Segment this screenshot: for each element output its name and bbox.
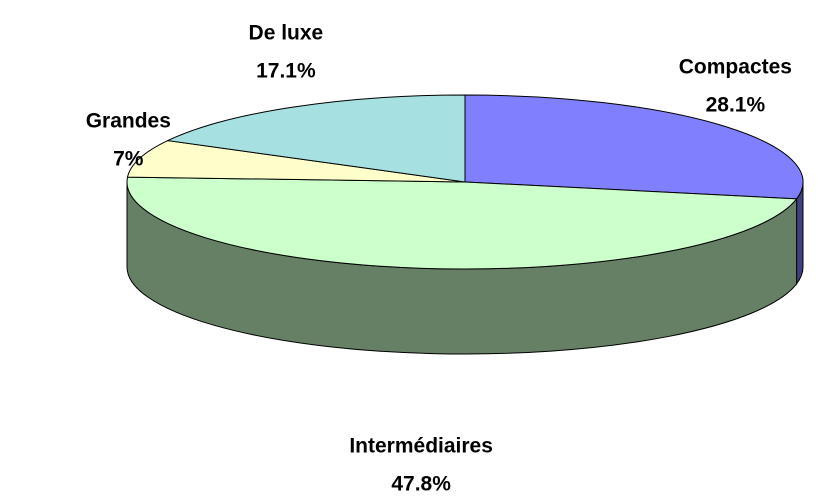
slice bbox=[166, 94, 466, 183]
slice-label: Grandes bbox=[86, 110, 171, 133]
slice-value-label: 17.1% bbox=[256, 60, 316, 83]
slice-value-label: 47.8% bbox=[391, 472, 451, 495]
slice-value-label: 7% bbox=[113, 148, 144, 171]
slice bbox=[464, 94, 804, 200]
slice-value-label: 28.1% bbox=[706, 93, 766, 116]
slice-label: De luxe bbox=[249, 22, 324, 45]
slice bbox=[126, 140, 466, 183]
slice-label: Intermédiaires bbox=[349, 434, 493, 457]
slice bbox=[126, 176, 798, 270]
slice-label: Compactes bbox=[679, 55, 792, 78]
